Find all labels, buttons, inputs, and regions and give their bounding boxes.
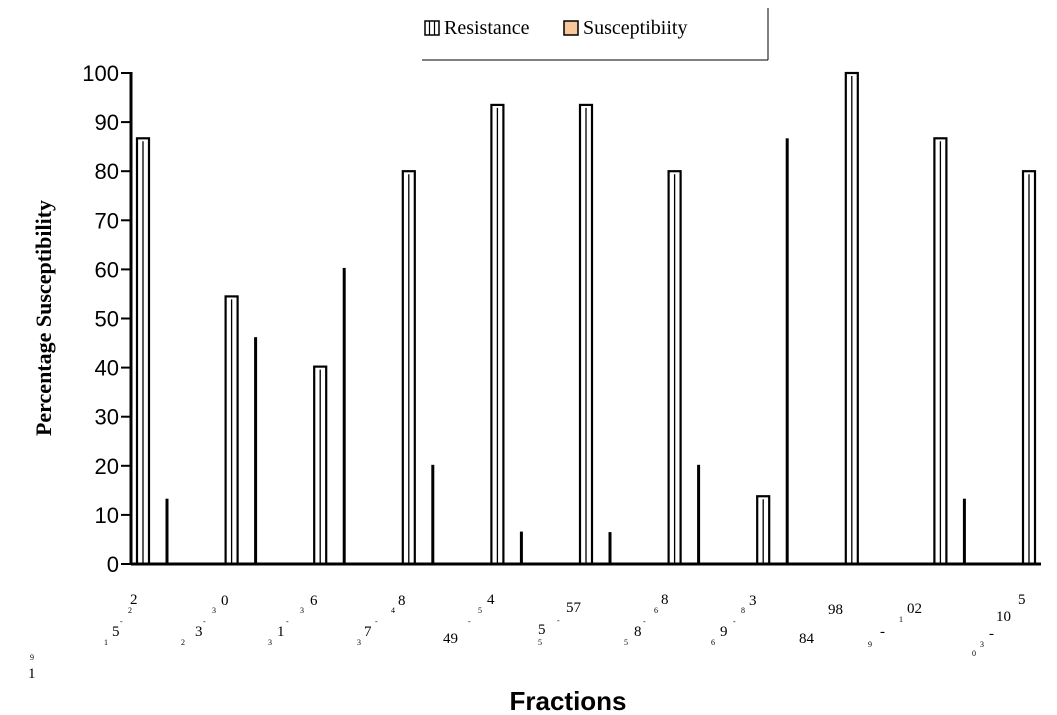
- y-tick-label: 60: [95, 257, 119, 282]
- x-tick-label-fragment: 6: [310, 593, 318, 609]
- x-tick-label-fragment: 8: [741, 606, 745, 615]
- legend-swatch-susceptibility: [563, 20, 579, 36]
- legend-label-susceptibility: Susceptibiity: [583, 17, 687, 39]
- y-tick-label: 20: [95, 454, 119, 479]
- x-tick-label-fragment: 5: [478, 606, 482, 615]
- x-tick-label-fragment: 3: [749, 593, 757, 609]
- x-tick-label-fragment: 3: [300, 606, 304, 615]
- x-tick-label-fragment: 7: [364, 624, 372, 640]
- x-tick-label-fragment: 3: [268, 638, 272, 647]
- x-tick-label-fragment: -: [733, 617, 736, 626]
- x-tick-label-fragment: 84: [799, 631, 815, 647]
- bar-resistance: [844, 71, 859, 566]
- bar-susceptibility: [165, 498, 169, 564]
- bar-resistance: [578, 103, 594, 566]
- bars: [135, 71, 1037, 566]
- x-tick-label-fragment: 3: [980, 640, 984, 649]
- bar-resistance: [401, 170, 416, 566]
- y-tick-label: 0: [107, 552, 119, 577]
- x-tick-label-fragment: 1: [104, 638, 108, 647]
- bar-resistance: [756, 495, 771, 566]
- x-tick-label-fragment: -: [989, 626, 994, 642]
- x-tick-label-fragment: -: [880, 624, 885, 640]
- y-tick-label: 10: [95, 503, 119, 528]
- x-tick-label-fragment: 0: [972, 649, 976, 658]
- legend-label-resistance: Resistance: [444, 17, 530, 39]
- bar-susceptibility: [519, 531, 523, 564]
- x-tick-label-fragment: 3: [195, 624, 203, 640]
- x-tick-label-fragment: -: [557, 616, 560, 625]
- bar-resistance: [933, 137, 948, 566]
- x-tick-label-fragment: -: [643, 617, 646, 626]
- x-tick-label-fragment: 2: [130, 592, 138, 608]
- x-tick-label-fragment: 4: [391, 606, 395, 615]
- x-tick-label-fragment: -: [375, 617, 378, 626]
- x-tick-label-fragment: 5: [538, 638, 542, 647]
- x-tick-label-fragment: 5: [1018, 592, 1026, 608]
- y-axis-title: Percentage Susceptibility: [31, 200, 56, 436]
- bar-susceptibility: [608, 532, 612, 564]
- bar-susceptibility: [342, 267, 346, 564]
- bar-resistance: [1021, 170, 1037, 566]
- x-tick-label-fragment: 0: [221, 593, 229, 609]
- bar-susceptibility: [431, 464, 435, 564]
- bar-susceptibility: [697, 464, 701, 564]
- legend-swatch-resistance: [424, 20, 440, 36]
- x-tick-label-fragment: 9: [868, 640, 872, 649]
- y-tick-label: 30: [95, 405, 119, 430]
- x-tick-label-fragment: 9: [30, 653, 34, 662]
- x-tick-label-fragment: 1: [899, 615, 903, 624]
- x-tick-label-fragment: 5: [624, 638, 628, 647]
- bar-resistance: [313, 365, 328, 566]
- x-tick-label-fragment: 10: [996, 609, 1011, 625]
- x-tick-label-fragment: 8: [661, 592, 669, 608]
- y-tick-label: 80: [95, 159, 119, 184]
- bar-resistance: [224, 295, 239, 566]
- y-tick-label: 90: [95, 110, 119, 135]
- x-tick-label-fragment: 98: [828, 602, 843, 618]
- category-label-fragments: 225-191033-2631-3847-345-49575-5868-5389…: [28, 592, 1026, 682]
- legend: Resistance Susceptibiity: [422, 8, 769, 61]
- x-tick-label-fragment: 02: [907, 601, 922, 617]
- x-tick-label-fragment: 4: [487, 592, 495, 608]
- x-tick-label-fragment: -: [120, 617, 123, 626]
- legend-box: [422, 8, 768, 60]
- x-tick-label-fragment: 5: [538, 622, 546, 638]
- bar-susceptibility: [962, 498, 966, 564]
- x-tick-label-fragment: 6: [711, 638, 715, 647]
- x-tick-label-fragment: 2: [181, 638, 185, 647]
- x-tick-label-fragment: -: [203, 617, 206, 626]
- x-tick-label-fragment: 2: [128, 606, 132, 615]
- y-tick-label: 50: [95, 307, 119, 332]
- y-tick-label: 100: [82, 61, 119, 86]
- x-tick-label-fragment: 8: [398, 593, 406, 609]
- bar-resistance: [490, 103, 505, 566]
- x-tick-label-fragment: 6: [654, 606, 658, 615]
- bar-resistance: [135, 137, 151, 566]
- x-tick-label-fragment: -: [286, 617, 289, 626]
- y-axis: 0 10 20 30 40 50 60 70 80 90 100: [82, 61, 133, 577]
- x-tick-label-fragment: 1: [28, 666, 36, 682]
- y-tick-label: 40: [95, 356, 119, 381]
- bar-resistance: [667, 170, 682, 566]
- x-tick-label-fragment: 9: [720, 624, 728, 640]
- x-tick-label-fragment: 1: [277, 624, 285, 640]
- x-tick-label-fragment: 5: [112, 624, 120, 640]
- x-tick-label-fragment: 3: [357, 638, 361, 647]
- x-tick-label-fragment: 49: [443, 631, 458, 647]
- x-tick-label-fragment: 8: [634, 624, 642, 640]
- x-tick-label-fragment: -: [468, 617, 471, 626]
- y-tick-label: 70: [95, 208, 119, 233]
- bar-susceptibility: [254, 337, 258, 564]
- x-axis-title: Fractions: [509, 686, 626, 715]
- x-tick-label-fragment: 57: [566, 600, 582, 616]
- x-tick-label-fragment: 3: [212, 606, 216, 615]
- bar-susceptibility: [785, 138, 789, 565]
